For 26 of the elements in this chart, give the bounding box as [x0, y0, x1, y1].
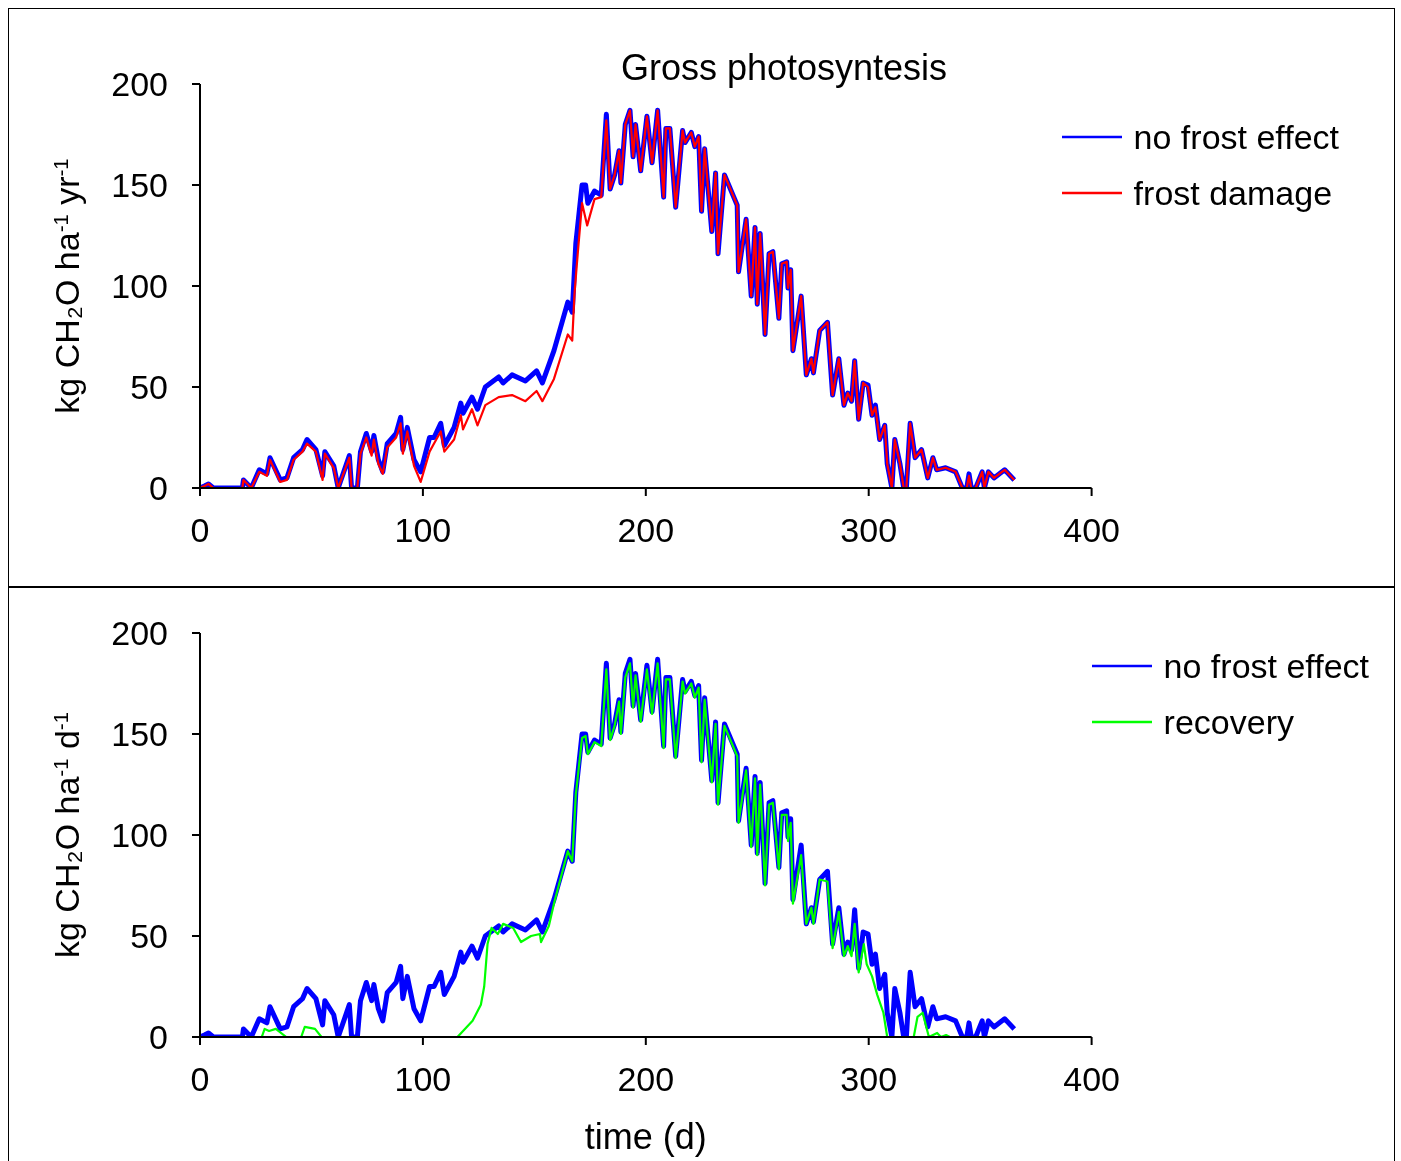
x-tick-label: 100: [394, 1060, 452, 1099]
x-tick-label: 200: [617, 511, 675, 550]
y-tick-label: 100: [111, 267, 168, 306]
y-tick-label: 150: [111, 715, 168, 754]
y-tick-label: 200: [111, 65, 168, 104]
x-tick-label: 400: [1063, 511, 1120, 550]
x-tick-label: 400: [1063, 1060, 1120, 1099]
x-tick-label: 0: [190, 511, 210, 550]
y-tick-label: 0: [149, 469, 168, 508]
y-tick-label: 200: [111, 614, 168, 653]
x-tick-label: 300: [840, 511, 898, 550]
y-tick-label: 100: [111, 816, 168, 855]
legend-label: frost damage: [1133, 173, 1333, 213]
legend-label: no frost effect: [1163, 646, 1369, 686]
x-tick-label: 100: [394, 511, 452, 550]
y-tick-label: 0: [149, 1018, 168, 1057]
x-axis-title: time (d): [584, 1116, 707, 1157]
legend-label: recovery: [1163, 702, 1294, 742]
chart-title: Gross photosyntesis: [619, 47, 949, 89]
x-tick-label: 0: [190, 1060, 210, 1099]
y-tick-label: 50: [130, 917, 168, 956]
y-tick-label: 150: [111, 166, 168, 205]
x-tick-label: 200: [617, 1060, 675, 1099]
x-tick-label: 300: [840, 1060, 898, 1099]
legend-label: no frost effect: [1133, 117, 1339, 157]
y-tick-label: 50: [130, 368, 168, 407]
